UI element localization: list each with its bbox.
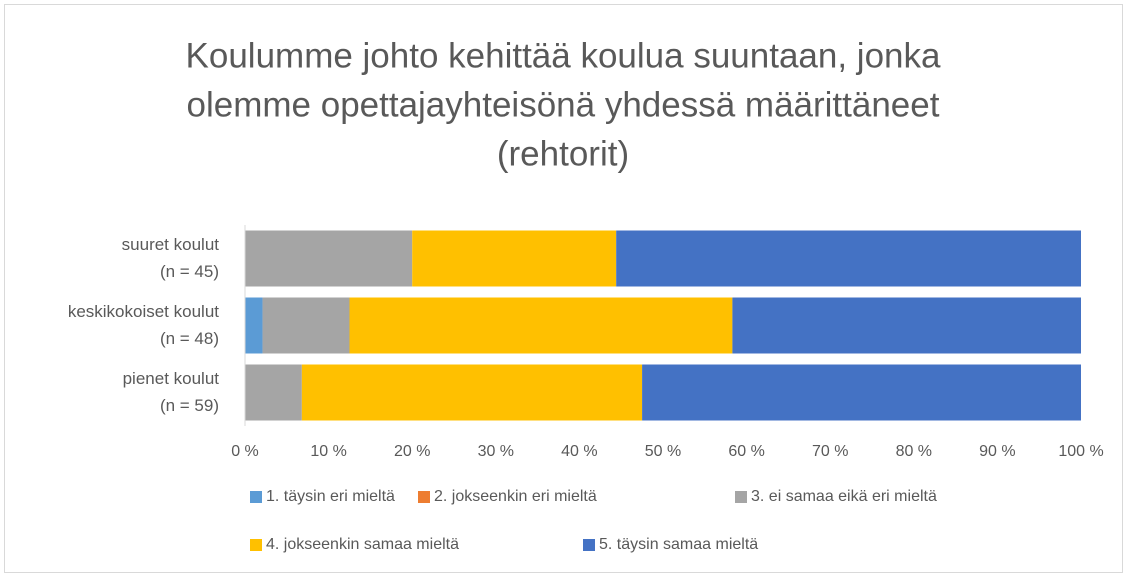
bar-segment [301,364,643,421]
bar-segment [245,364,302,421]
bar-segment [245,230,413,287]
x-tick-label: 20 % [394,443,430,460]
legend-label: 3. ei samaa eikä eri mieltä [751,488,937,505]
legend-swatch [250,491,262,503]
bar-segment [349,297,733,354]
legend-swatch [418,491,430,503]
bar-segment [642,364,1081,421]
chart-title: (rehtorit) [497,134,629,173]
x-tick-label: 50 % [645,443,681,460]
legend-label: 1. täysin eri mieltä [266,488,395,505]
legend-swatch [735,491,747,503]
bar-segment [245,297,263,354]
legend-swatch [583,539,595,551]
category-label: (n = 59) [160,396,219,415]
chart-border [4,4,1123,573]
x-tick-label: 40 % [561,443,597,460]
x-tick-label: 10 % [310,443,346,460]
x-tick-label: 0 % [231,443,259,460]
bar-segment [262,297,350,354]
legend-label: 5. täysin samaa mieltä [599,536,758,553]
category-label: keskikokoiset koulut [68,302,219,321]
x-tick-label: 90 % [979,443,1015,460]
x-tick-label: 80 % [896,443,932,460]
legend-label: 2. jokseenkin eri mieltä [434,488,597,505]
legend-swatch [250,539,262,551]
chart-title: Koulumme johto kehittää koulua suuntaan,… [186,36,941,75]
category-label: suuret koulut [122,235,220,254]
x-tick-label: 70 % [812,443,848,460]
legend-label: 4. jokseenkin samaa mieltä [266,536,459,553]
x-tick-label: 60 % [728,443,764,460]
chart-title: olemme opettajayhteisönä yhdessä määritt… [187,85,940,124]
bar-segment [616,230,1081,287]
x-tick-label: 100 % [1058,443,1103,460]
bar-segment [412,230,617,287]
bar-segment [732,297,1081,354]
category-label: pienet koulut [123,369,220,388]
category-label: (n = 45) [160,262,219,281]
category-label: (n = 48) [160,329,219,348]
x-tick-label: 30 % [478,443,514,460]
